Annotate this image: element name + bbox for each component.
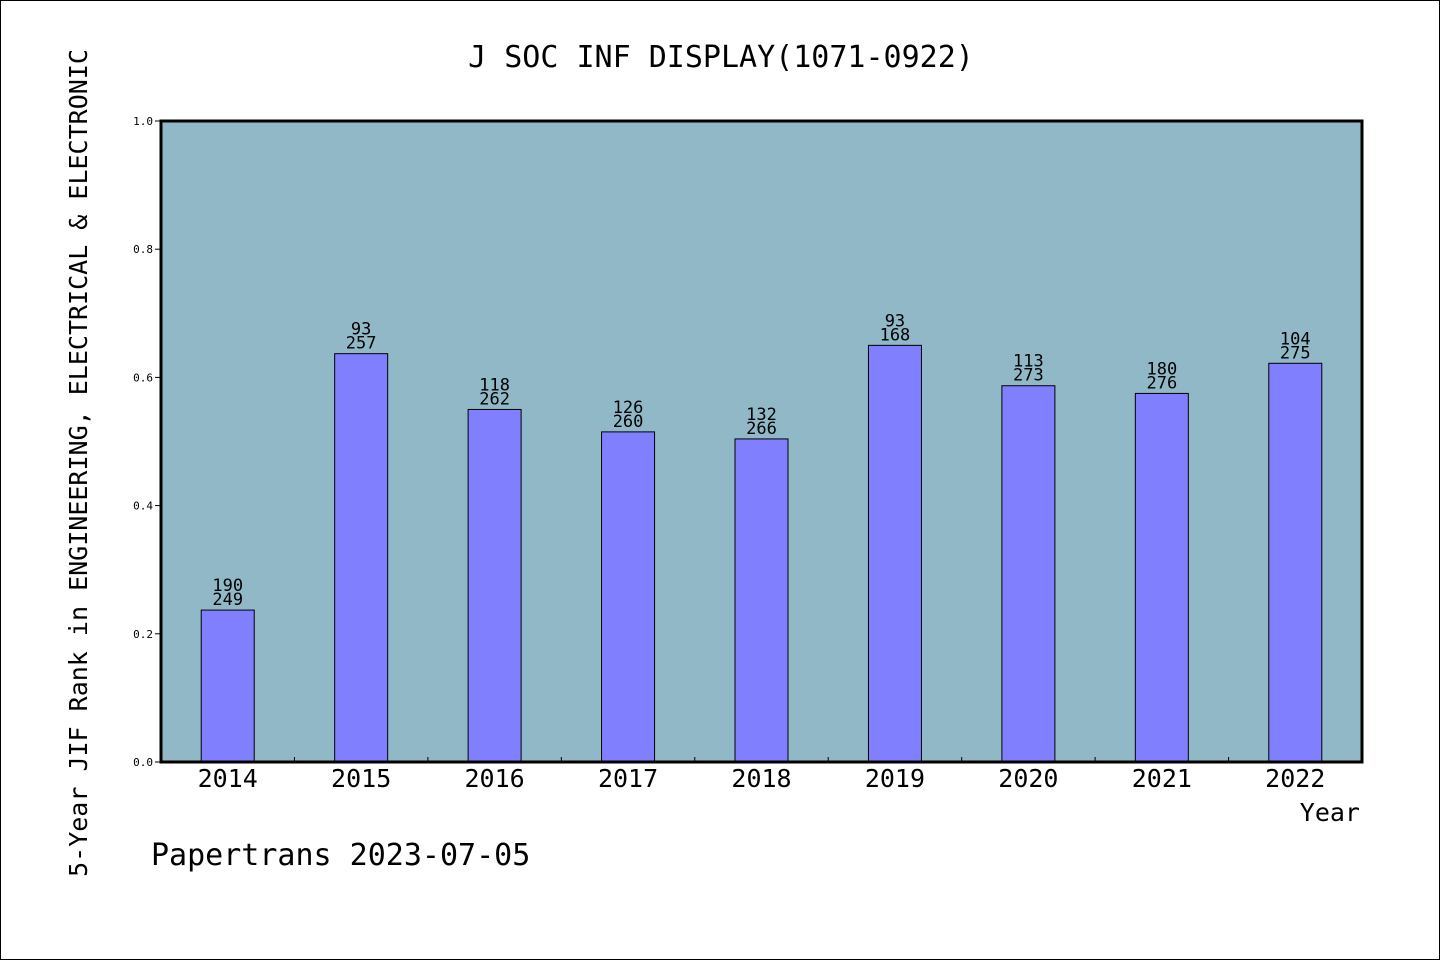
bar-rank-label-2019: 93 (885, 311, 905, 331)
bar-2022 (1268, 362, 1323, 763)
y-tick-label-1.0: 1.0 (133, 115, 153, 128)
bar-rank-label-2016: 118 (479, 375, 510, 395)
bar-rank-label-2015: 93 (351, 320, 371, 340)
x-axis-ticks: 2014 2015 2016 2017 2018 2019 2020 2021 2022 (198, 757, 1325, 793)
bar-total-label-2019: 168 (880, 325, 911, 345)
x-tick-label-2015: 2015 (331, 764, 391, 793)
bar-2018 (734, 438, 789, 763)
bar-rank-label-2014: 190 (212, 576, 243, 596)
bar-total-label-2021: 276 (1146, 373, 1177, 393)
x-tick-label-2021: 2021 (1132, 764, 1192, 793)
bar-2015 (334, 353, 389, 763)
bars-group (200, 344, 1323, 763)
chart-title: J SOC INF DISPLAY(1071-0922) (468, 40, 974, 75)
bar-rank-label-2017: 126 (613, 398, 644, 418)
bar-total-label-2016: 262 (479, 389, 510, 409)
bar-2019 (867, 344, 922, 763)
bar-rank-label-2021: 180 (1146, 359, 1177, 379)
x-tick-label-2022: 2022 (1265, 764, 1325, 793)
y-tick-label-0.2: 0.2 (133, 628, 153, 641)
x-tick-label-2020: 2020 (998, 764, 1058, 793)
x-tick-label-2019: 2019 (865, 764, 925, 793)
bar-2016 (467, 408, 522, 763)
bar-total-label-2015: 257 (346, 334, 377, 354)
x-tick-label-2016: 2016 (465, 764, 525, 793)
bar-2020 (1001, 385, 1056, 763)
bar-total-label-2014: 249 (212, 590, 243, 610)
y-tick-label-0.4: 0.4 (133, 500, 153, 513)
y-tick-label-0.8: 0.8 (133, 243, 153, 256)
y-tick-label-0.6: 0.6 (133, 371, 153, 384)
x-axis-label: Year (1300, 798, 1360, 827)
footer-credit: Papertrans 2023-07-05 (151, 838, 530, 873)
bar-total-label-2017: 260 (613, 412, 644, 432)
bar-total-label-2020: 273 (1013, 366, 1044, 386)
y-axis-label: 5-Year JIF Rank in ENGINEERING, ELECTRIC… (64, 49, 93, 877)
bar-2017 (601, 431, 656, 763)
bar-rank-label-2020: 113 (1013, 352, 1044, 372)
x-tick-label-2017: 2017 (598, 764, 658, 793)
bar-rank-label-2018: 132 (746, 405, 777, 425)
bar-2014 (200, 609, 255, 763)
x-tick-label-2018: 2018 (731, 764, 791, 793)
bar-2021 (1134, 392, 1189, 763)
plot-border (159, 119, 1364, 764)
y-axis-ticks: 0.0 0.2 0.4 0.6 0.8 1.0 (133, 115, 161, 769)
y-tick-label-0.0: 0.0 (133, 756, 153, 769)
bar-rank-label-2022: 104 (1280, 329, 1311, 349)
bar-total-label-2022: 275 (1280, 343, 1311, 363)
x-tick-label-2014: 2014 (198, 764, 258, 793)
bar-total-label-2018: 266 (746, 419, 777, 439)
